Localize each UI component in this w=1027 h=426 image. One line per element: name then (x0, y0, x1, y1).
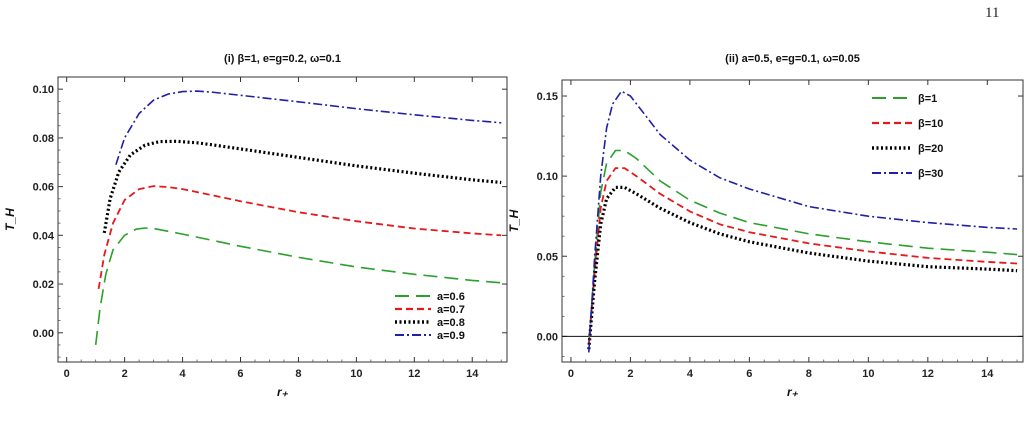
y-tick-label: 0.10 (33, 84, 54, 96)
y-tick-label: 0.02 (33, 279, 54, 291)
x-tick-label: 12 (922, 368, 934, 380)
series-line-1 (587, 167, 1018, 345)
series-line-0 (588, 149, 1018, 345)
plot-frame (561, 79, 1024, 363)
series-line-2 (587, 185, 1018, 350)
x-tick-label: 10 (862, 368, 874, 380)
legend-label: β=1 (918, 93, 937, 105)
series-line-0 (94, 227, 502, 345)
x-axis-label: r₊ (787, 385, 799, 399)
legend-label: β=20 (918, 143, 943, 155)
series-line-1 (97, 185, 502, 290)
series-line-2 (102, 139, 502, 234)
y-tick-label: 0.08 (33, 133, 54, 145)
y-tick-label: 0.10 (537, 171, 558, 183)
x-tick-label: 2 (627, 368, 633, 380)
y-tick-label: 0.00 (537, 331, 558, 343)
x-tick-label: 12 (408, 368, 420, 380)
series-line-3 (115, 90, 502, 165)
series-line-3 (588, 90, 1018, 353)
x-tick-label: 8 (806, 368, 812, 380)
y-tick-label: 0.15 (537, 91, 558, 103)
x-tick-label: 0 (64, 368, 70, 380)
x-tick-label: 4 (687, 368, 694, 380)
x-tick-label: 2 (122, 368, 128, 380)
x-tick-label: 14 (466, 368, 479, 380)
x-tick-label: 6 (746, 368, 752, 380)
x-axis-label: r₊ (277, 385, 289, 399)
legend-label: β=30 (918, 168, 943, 180)
x-tick-label: 8 (295, 368, 301, 380)
legend-label: a=0.8 (437, 317, 465, 329)
y-tick-label: 0.00 (33, 328, 54, 340)
y-axis-label: T_H (3, 208, 17, 231)
y-tick-label: 0.04 (33, 230, 55, 242)
chart-title: (ii) a=0.5, e=g=0.1, ω=0.05 (725, 53, 860, 65)
chart-title: (i) β=1, e=g=0.2, ω=0.1 (224, 53, 341, 65)
y-tick-label: 0.06 (33, 182, 54, 194)
x-tick-label: 6 (237, 368, 243, 380)
page-number: 11 (985, 5, 1000, 21)
x-tick-label: 4 (179, 368, 186, 380)
y-tick-label: 0.05 (537, 251, 558, 263)
x-tick-label: 14 (981, 368, 994, 380)
x-tick-label: 0 (568, 368, 574, 380)
plot-frame (57, 76, 508, 363)
y-axis-label: T_H (507, 209, 521, 232)
x-tick-label: 10 (350, 368, 362, 380)
legend-label: a=0.6 (437, 291, 465, 303)
plot-panel-ii: (ii) a=0.5, e=g=0.1, ω=0.05 0 2 4 6 8 10 12 14 0.… (507, 53, 1024, 399)
legend-label: a=0.9 (437, 330, 465, 342)
legend-label: a=0.7 (437, 304, 465, 316)
plot-panel-i: (i) β=1, e=g=0.2, ω=0.1 0 2 4 6 8 10 12 14 0.00 0.… (3, 53, 508, 399)
legend-label: β=10 (918, 118, 943, 130)
